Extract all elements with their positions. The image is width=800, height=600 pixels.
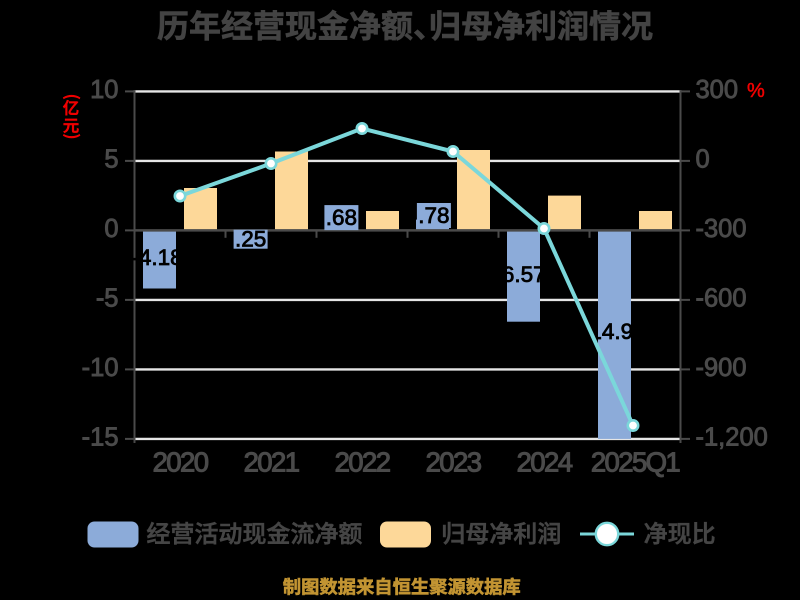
svg-text:-1,200: -1,200 — [696, 424, 768, 452]
svg-text:2025Q1: 2025Q1 — [591, 447, 680, 478]
svg-text:-10: -10 — [82, 354, 119, 382]
svg-text:5: 5 — [104, 146, 118, 174]
svg-text:.25: .25 — [235, 227, 266, 252]
svg-text:2022: 2022 — [335, 447, 390, 478]
svg-text:-4.18: -4.18 — [131, 245, 182, 270]
svg-text:0: 0 — [104, 215, 118, 243]
svg-text:.78: .78 — [418, 203, 449, 228]
svg-text:2024: 2024 — [517, 447, 573, 478]
svg-text:.68: .68 — [326, 205, 357, 230]
svg-text:2021: 2021 — [244, 447, 299, 478]
svg-text:-900: -900 — [696, 354, 747, 382]
svg-text:%: % — [747, 80, 765, 102]
svg-text:300: 300 — [696, 76, 739, 104]
svg-text:10: 10 — [90, 76, 118, 104]
svg-text:-15: -15 — [82, 424, 119, 452]
svg-text:-6.57: -6.57 — [494, 262, 545, 287]
svg-text:-5: -5 — [96, 285, 119, 313]
svg-text:2023: 2023 — [426, 447, 482, 478]
svg-text:2020: 2020 — [153, 447, 209, 478]
svg-text:0: 0 — [696, 146, 710, 174]
svg-text:-300: -300 — [696, 215, 747, 243]
svg-text:-600: -600 — [696, 285, 747, 313]
